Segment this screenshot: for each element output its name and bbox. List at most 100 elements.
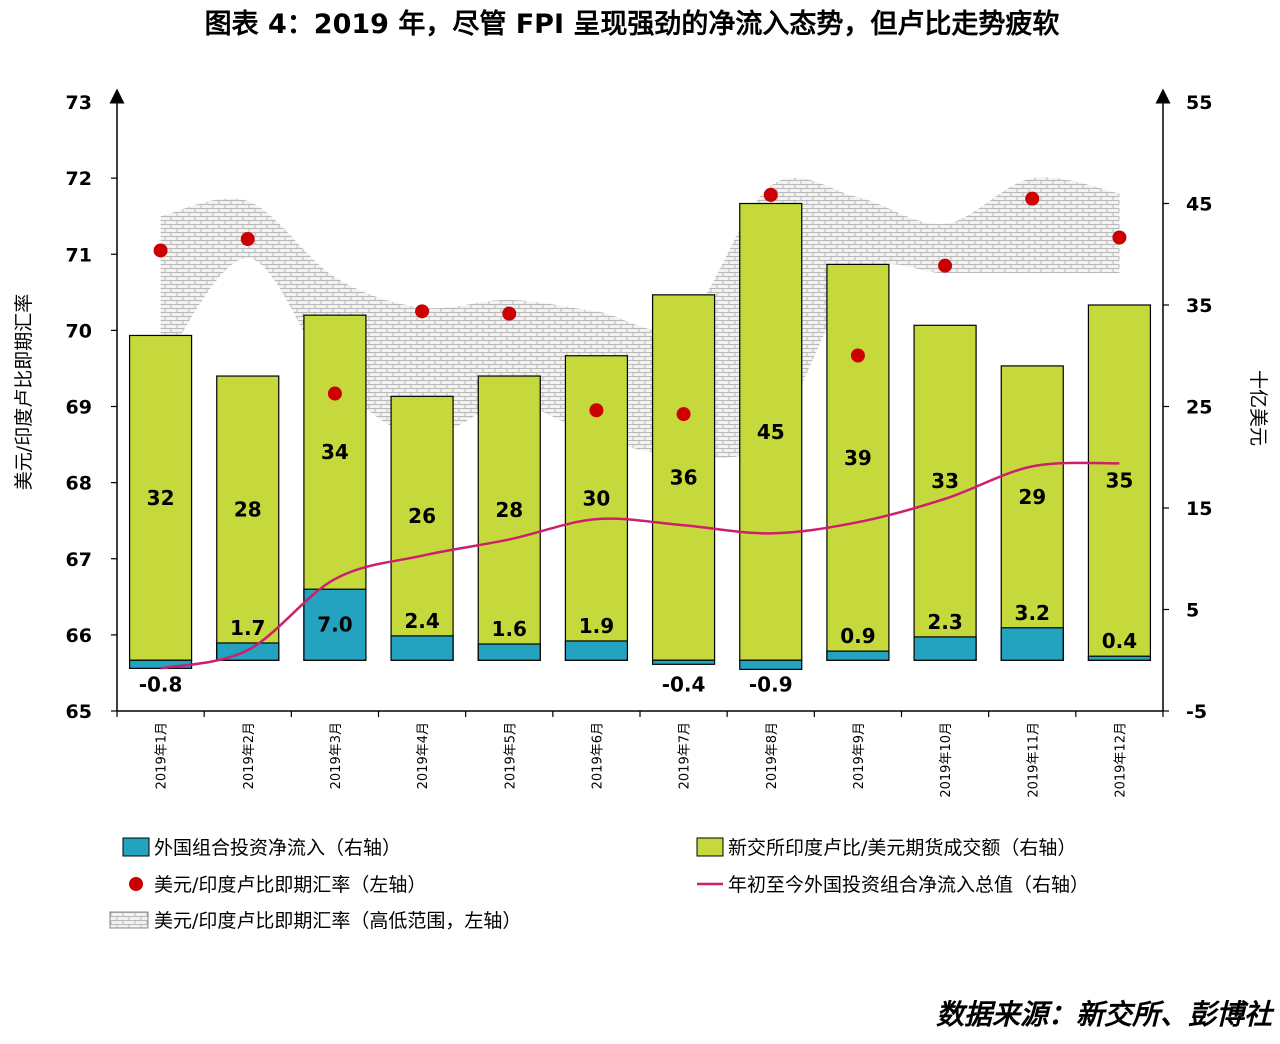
left-axis-tick-label: 70 xyxy=(66,320,92,342)
legend-label-fpi-inflow: 外国组合投资净流入（右轴） xyxy=(154,837,401,859)
x-axis-tick-label: 2019年8月 xyxy=(765,722,780,789)
right-axis-tick-label: 5 xyxy=(1186,600,1199,622)
axes-layer: 65 66 67 68 69 70 71 72 73 -5 5 15 25 35 45 55 2019年1月 20… xyxy=(66,88,1212,798)
spot-rate-points-layer xyxy=(153,187,1127,422)
x-axis-tick-label: 2019年12月 xyxy=(1113,722,1128,798)
spot-rate-point xyxy=(589,403,604,418)
volume-bar-label: 29 xyxy=(1018,485,1046,509)
volume-bar-label: 39 xyxy=(844,446,872,470)
volume-bar xyxy=(826,263,890,661)
spot-rate-point xyxy=(938,258,953,273)
right-axis-tick-label: 15 xyxy=(1186,498,1212,520)
fpi-inflow-bar-label: 3.2 xyxy=(1015,601,1050,625)
spot-rate-point xyxy=(240,232,255,247)
x-axis-tick-label: 2019年11月 xyxy=(1026,722,1041,798)
left-axis-tick-label: 66 xyxy=(66,625,92,647)
fpi-inflow-bar-label: 0.4 xyxy=(1102,629,1137,653)
spot-rate-point xyxy=(415,304,430,319)
volume-bar-label: 32 xyxy=(147,486,175,510)
legend-label-cumulative-flow: 年初至今外国投资组合净流入总值（右轴） xyxy=(728,874,1089,896)
left-axis-title: 美元/印度卢比即期汇率 xyxy=(13,294,35,490)
right-axis-tick-label: 55 xyxy=(1186,92,1212,114)
x-axis-tick-label: 2019年3月 xyxy=(329,722,344,789)
volume-bar-label: 36 xyxy=(670,466,698,490)
fpi-inflow-bar xyxy=(651,659,716,665)
legend: 外国组合投资净流入（右轴） 新交所印度卢比/美元期货成交额（右轴） 美元/印度卢… xyxy=(109,837,1089,932)
x-axis-tick-label: 2019年1月 xyxy=(155,722,170,789)
spot-rate-point xyxy=(327,386,342,401)
data-labels-layer: 32 28 34 26 28 30 36 45 39 33 29 35 -0.8 1.7 7.0 2.4 1.6… xyxy=(139,420,1137,696)
spot-rate-point xyxy=(1025,191,1040,206)
volume-bar-label: 26 xyxy=(408,504,436,528)
spot-rate-point xyxy=(850,348,865,363)
fpi-inflow-bar xyxy=(739,659,803,670)
fpi-inflow-bar-label: 1.9 xyxy=(579,614,614,638)
right-axis-tick-label: -5 xyxy=(1186,701,1207,723)
fpi-inflow-bar-label: -0.4 xyxy=(662,672,706,696)
spot-rate-point xyxy=(153,243,168,258)
volume-bar-label: 28 xyxy=(495,498,523,522)
volume-bar xyxy=(390,395,454,661)
legend-swatch-futures-volume xyxy=(696,837,724,857)
legend-label-spot-range: 美元/印度卢比即期汇率（高低范围，左轴） xyxy=(154,910,521,932)
right-axis-tick-label: 25 xyxy=(1186,397,1212,419)
right-axis-tick-label: 45 xyxy=(1186,194,1212,216)
spot-rate-point xyxy=(763,187,778,202)
volume-bar-label: 28 xyxy=(234,498,262,522)
x-axis-tick-label: 2019年2月 xyxy=(242,722,257,789)
volume-bar-label: 33 xyxy=(931,469,959,493)
left-axis-tick-label: 68 xyxy=(66,473,92,495)
fpi-inflow-bar-label: -0.8 xyxy=(139,672,183,696)
chart-title: 图表 4：2019 年，尽管 FPI 呈现强劲的净流入态势，但卢比走势疲软 xyxy=(205,8,1060,40)
volume-bar-label: 30 xyxy=(582,486,610,510)
bars-layer xyxy=(128,202,1152,670)
left-axis-tick-label: 71 xyxy=(66,244,92,266)
fpi-inflow-bar-label: 1.7 xyxy=(230,616,265,640)
x-axis-tick-label: 2019年4月 xyxy=(416,722,431,789)
left-axis-tick-label: 67 xyxy=(66,549,92,571)
right-axis-tick-label: 35 xyxy=(1186,295,1212,317)
spot-rate-point xyxy=(676,407,691,422)
volume-bar xyxy=(1000,365,1064,661)
fpi-inflow-bar xyxy=(564,640,629,661)
range-band-layer xyxy=(160,177,1120,458)
volume-bar xyxy=(913,324,977,661)
left-axis-tick-label: 72 xyxy=(66,168,92,190)
fpi-inflow-bar-label: -0.9 xyxy=(749,672,793,696)
fpi-inflow-bar xyxy=(1000,627,1064,661)
fpi-inflow-bar xyxy=(303,588,367,661)
fpi-inflow-bar-label: 1.6 xyxy=(492,617,527,641)
legend-swatch-spot-range xyxy=(109,911,149,929)
volume-bar-label: 35 xyxy=(1105,469,1133,493)
fpi-inflow-bar-label: 2.4 xyxy=(404,609,439,633)
legend-label-spot-rate: 美元/印度卢比即期汇率（左轴） xyxy=(154,874,426,896)
fpi-inflow-bar xyxy=(477,643,541,661)
left-axis-tick-label: 65 xyxy=(66,701,92,723)
spot-rate-point xyxy=(502,306,517,321)
volume-bar xyxy=(216,375,280,661)
spot-rate-range-band xyxy=(160,177,1120,458)
volume-bar xyxy=(1087,304,1152,661)
volume-bar-label: 34 xyxy=(321,440,349,464)
legend-label-futures-volume: 新交所印度卢比/美元期货成交额（右轴） xyxy=(728,837,1076,859)
left-axis-tick-label: 69 xyxy=(66,397,92,419)
volume-bar-label: 45 xyxy=(757,420,785,444)
fpi-inflow-bar-label: 2.3 xyxy=(927,610,962,634)
spot-rate-point xyxy=(1112,230,1127,245)
cumulative-line-layer xyxy=(160,461,1120,670)
fpi-inflow-bar xyxy=(826,650,890,661)
x-axis-tick-label: 2019年9月 xyxy=(852,722,867,789)
x-axis-tick-label: 2019年5月 xyxy=(503,722,518,789)
fpi-inflow-bar xyxy=(1087,655,1152,661)
left-axis-tick-label: 73 xyxy=(66,92,92,114)
legend-swatch-spot-rate xyxy=(129,877,143,891)
x-axis-tick-label: 2019年6月 xyxy=(590,722,605,789)
volume-bar xyxy=(477,375,541,661)
volume-bar xyxy=(128,334,193,661)
legend-swatch-fpi-inflow xyxy=(122,837,150,857)
volume-bar xyxy=(739,202,803,661)
x-axis-tick-label: 2019年10月 xyxy=(939,722,954,798)
right-axis-title: 十亿美元 xyxy=(1247,370,1269,446)
